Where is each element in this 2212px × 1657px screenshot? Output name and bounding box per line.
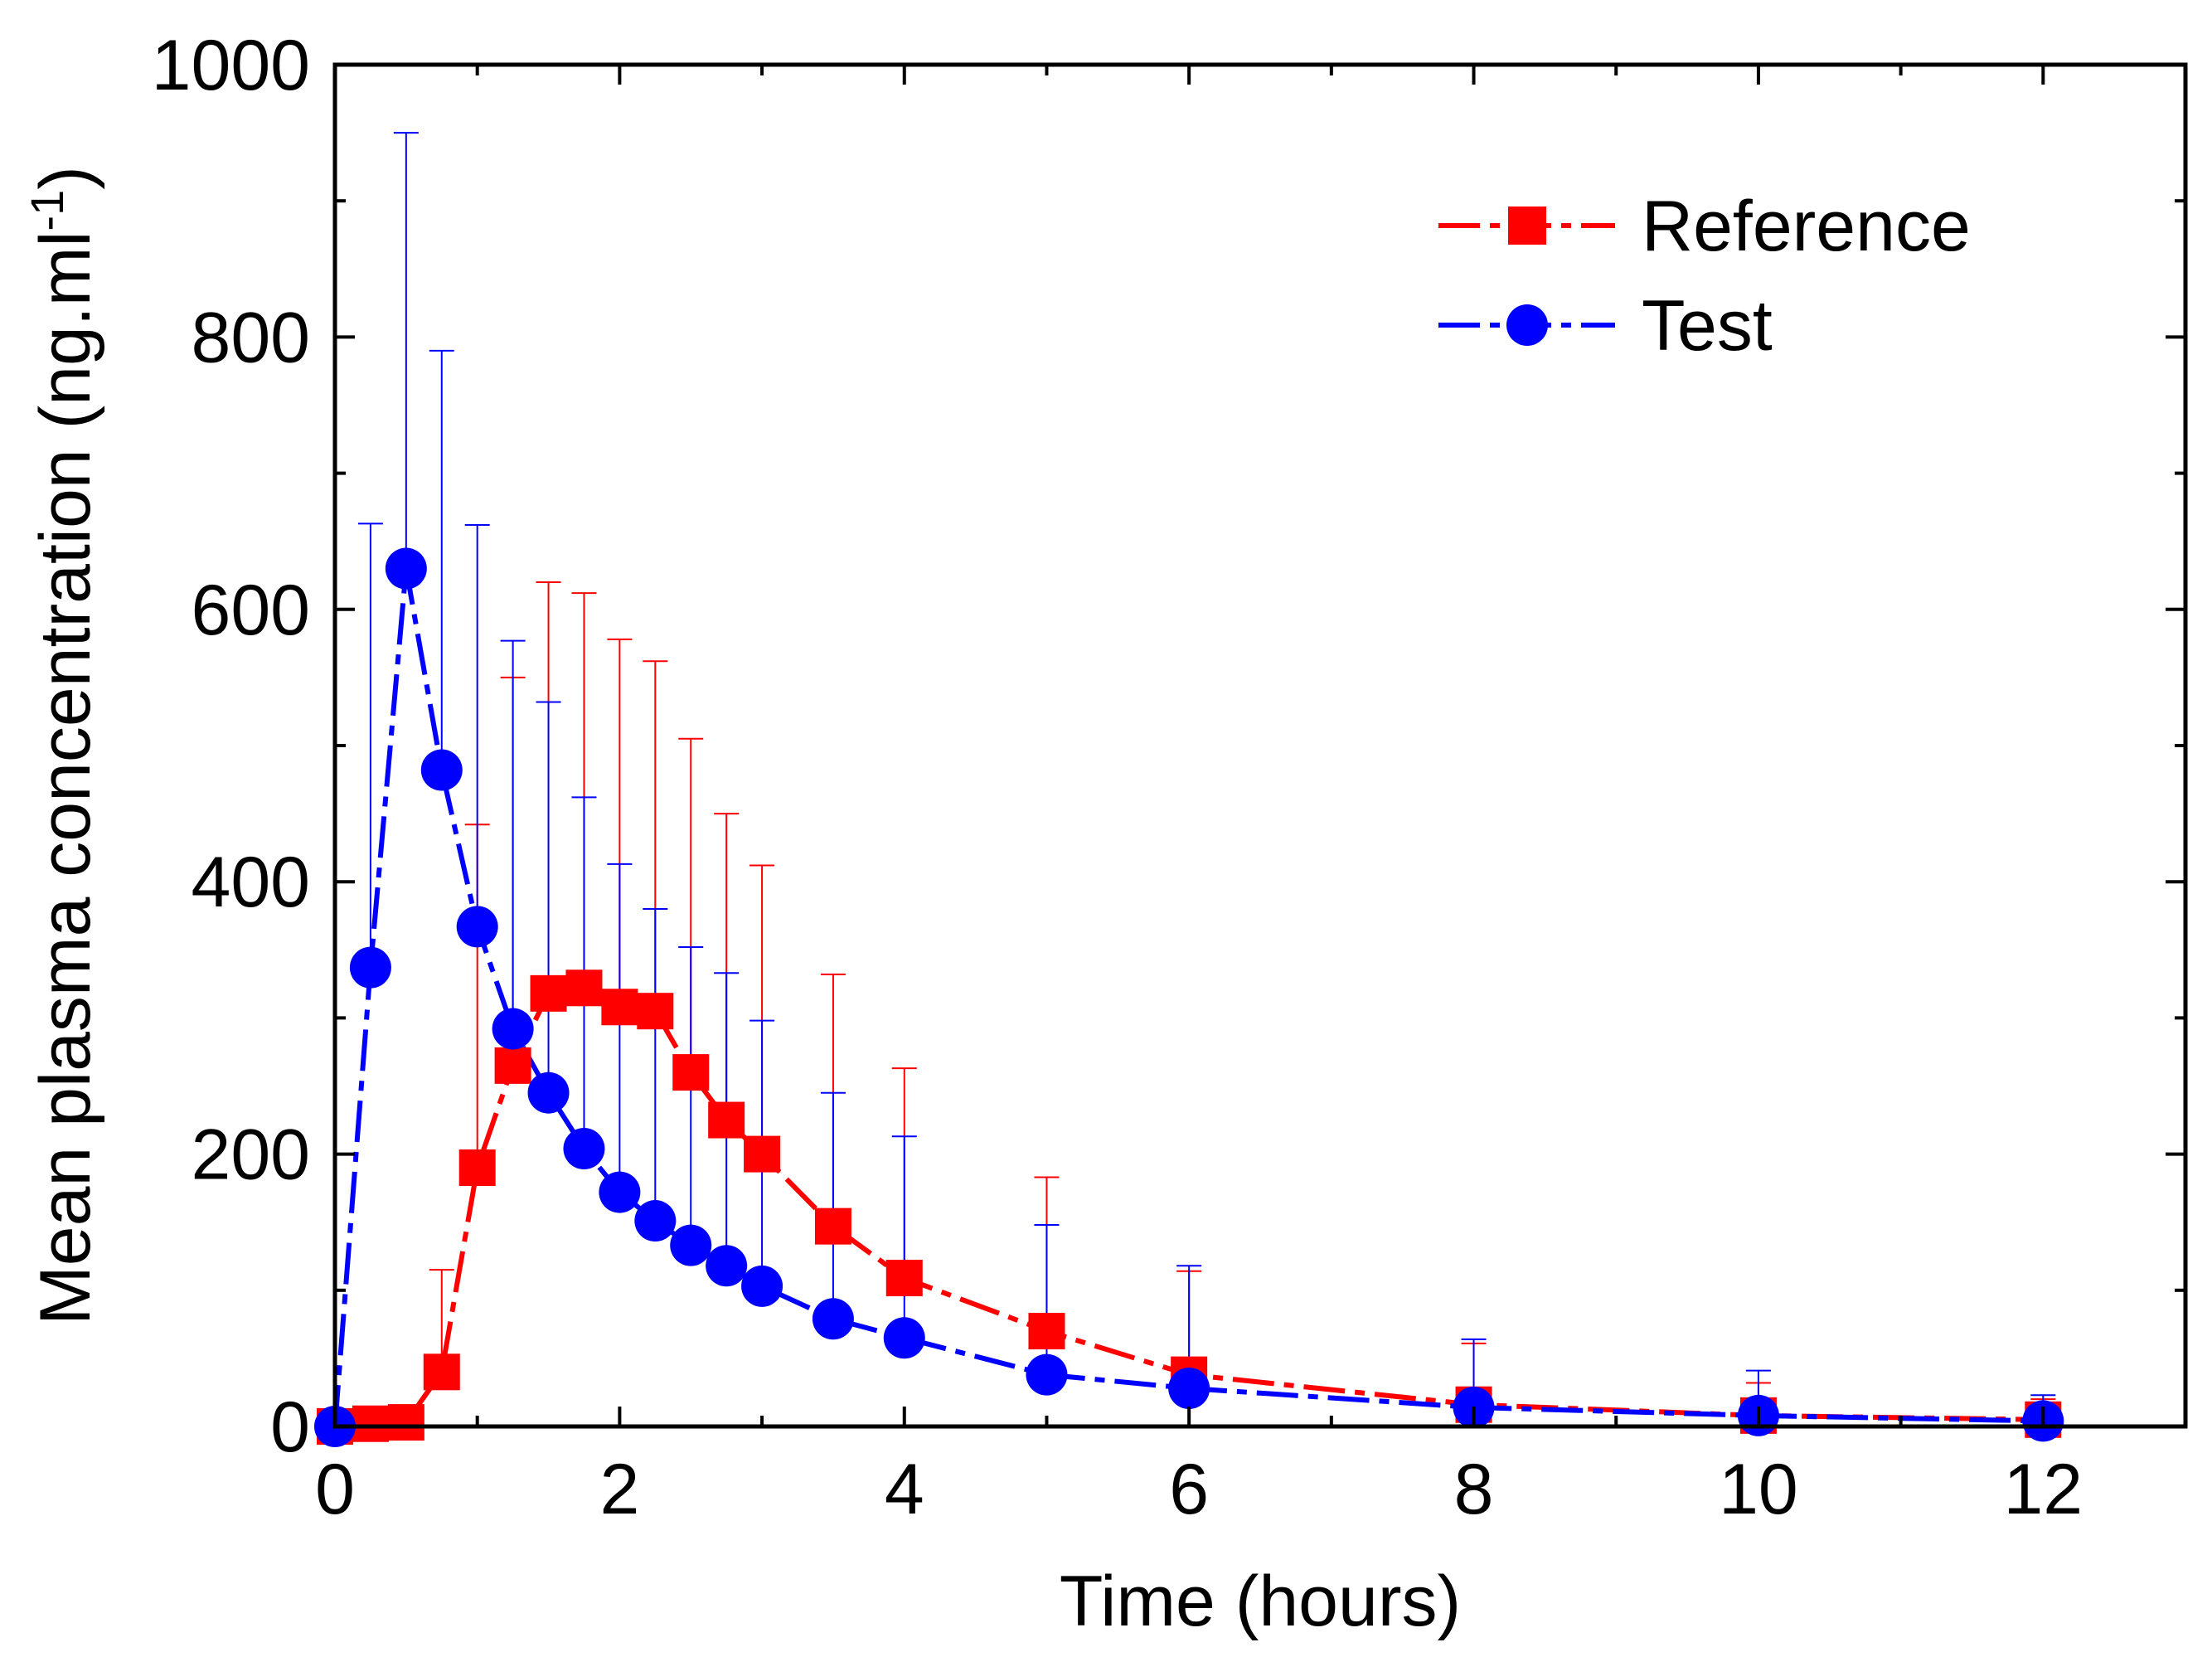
x-tick-label: 0: [315, 1450, 355, 1529]
legend-label-test: Test: [1642, 286, 1773, 366]
test-point: [599, 1171, 641, 1213]
y-tick-labels: 0 200 400 600 800 1000: [152, 26, 310, 1467]
y-tick-label: 600: [192, 571, 311, 650]
reference-point: [885, 1260, 923, 1297]
reference-point: [1028, 1313, 1065, 1350]
x-tick-labels: 0 2 4 6 8 10 12: [315, 1450, 2083, 1529]
legend-marker-reference: [1508, 207, 1546, 245]
plot-frame: [332, 62, 2188, 1429]
test-point: [634, 1200, 677, 1242]
y-tick-label: 1000: [152, 26, 310, 105]
y-tick-label: 400: [192, 843, 311, 922]
test-point: [456, 906, 498, 948]
reference-point: [708, 1101, 745, 1139]
reference-point: [601, 989, 638, 1026]
test-point: [563, 1128, 605, 1170]
reference-point: [637, 993, 674, 1030]
test-point: [527, 1071, 570, 1114]
x-tick-label: 4: [885, 1450, 924, 1529]
x-tick-label: 8: [1454, 1450, 1494, 1529]
test-point: [1168, 1368, 1210, 1410]
reference-point: [458, 1149, 496, 1187]
reference-point: [423, 1353, 460, 1391]
y-axis-title-main: Mean plasma concentration (ng.ml: [26, 231, 105, 1325]
legend-label-reference: Reference: [1642, 187, 1971, 266]
error-bars: [357, 132, 2056, 1421]
reference-point: [530, 974, 567, 1012]
x-tick-label: 2: [599, 1450, 639, 1529]
legend: Reference Test: [1438, 187, 1971, 366]
test-point: [812, 1298, 854, 1340]
reference-point: [814, 1208, 851, 1245]
test-point: [1026, 1353, 1068, 1396]
x-tick-label: 12: [2003, 1450, 2083, 1529]
reference-point: [565, 969, 603, 1007]
x-tick-label: 6: [1169, 1450, 1209, 1529]
axis-ticks: [333, 63, 2187, 1428]
test-point: [706, 1245, 748, 1287]
y-tick-label: 0: [270, 1387, 310, 1467]
reference-point: [744, 1135, 781, 1173]
reference-point: [387, 1404, 424, 1441]
test-point: [492, 1008, 534, 1050]
test-point: [741, 1265, 783, 1307]
reference-point: [352, 1405, 389, 1442]
test-point: [670, 1224, 712, 1266]
y-axis-title: Mean plasma concentration (ng.ml-1): [21, 166, 105, 1325]
y-axis-title-superscript: -1: [21, 190, 73, 231]
series-line-reference: [334, 985, 2044, 1429]
y-tick-label: 800: [192, 298, 311, 377]
legend-marker-test: [1506, 304, 1548, 346]
test-point: [349, 946, 391, 989]
y-axis-title-close: ): [26, 166, 105, 190]
reference-point: [672, 1054, 710, 1091]
x-axis-title: Time (hours): [1060, 1562, 1461, 1641]
series-markers: [314, 547, 2064, 1447]
test-point: [385, 547, 427, 590]
series-line-test: [332, 566, 2044, 1427]
series-lines: [332, 566, 2044, 1429]
x-tick-label: 10: [1719, 1450, 1798, 1529]
reference-point: [494, 1047, 531, 1084]
y-tick-label: 200: [192, 1115, 311, 1195]
test-point: [883, 1317, 925, 1359]
test-point: [420, 749, 463, 791]
